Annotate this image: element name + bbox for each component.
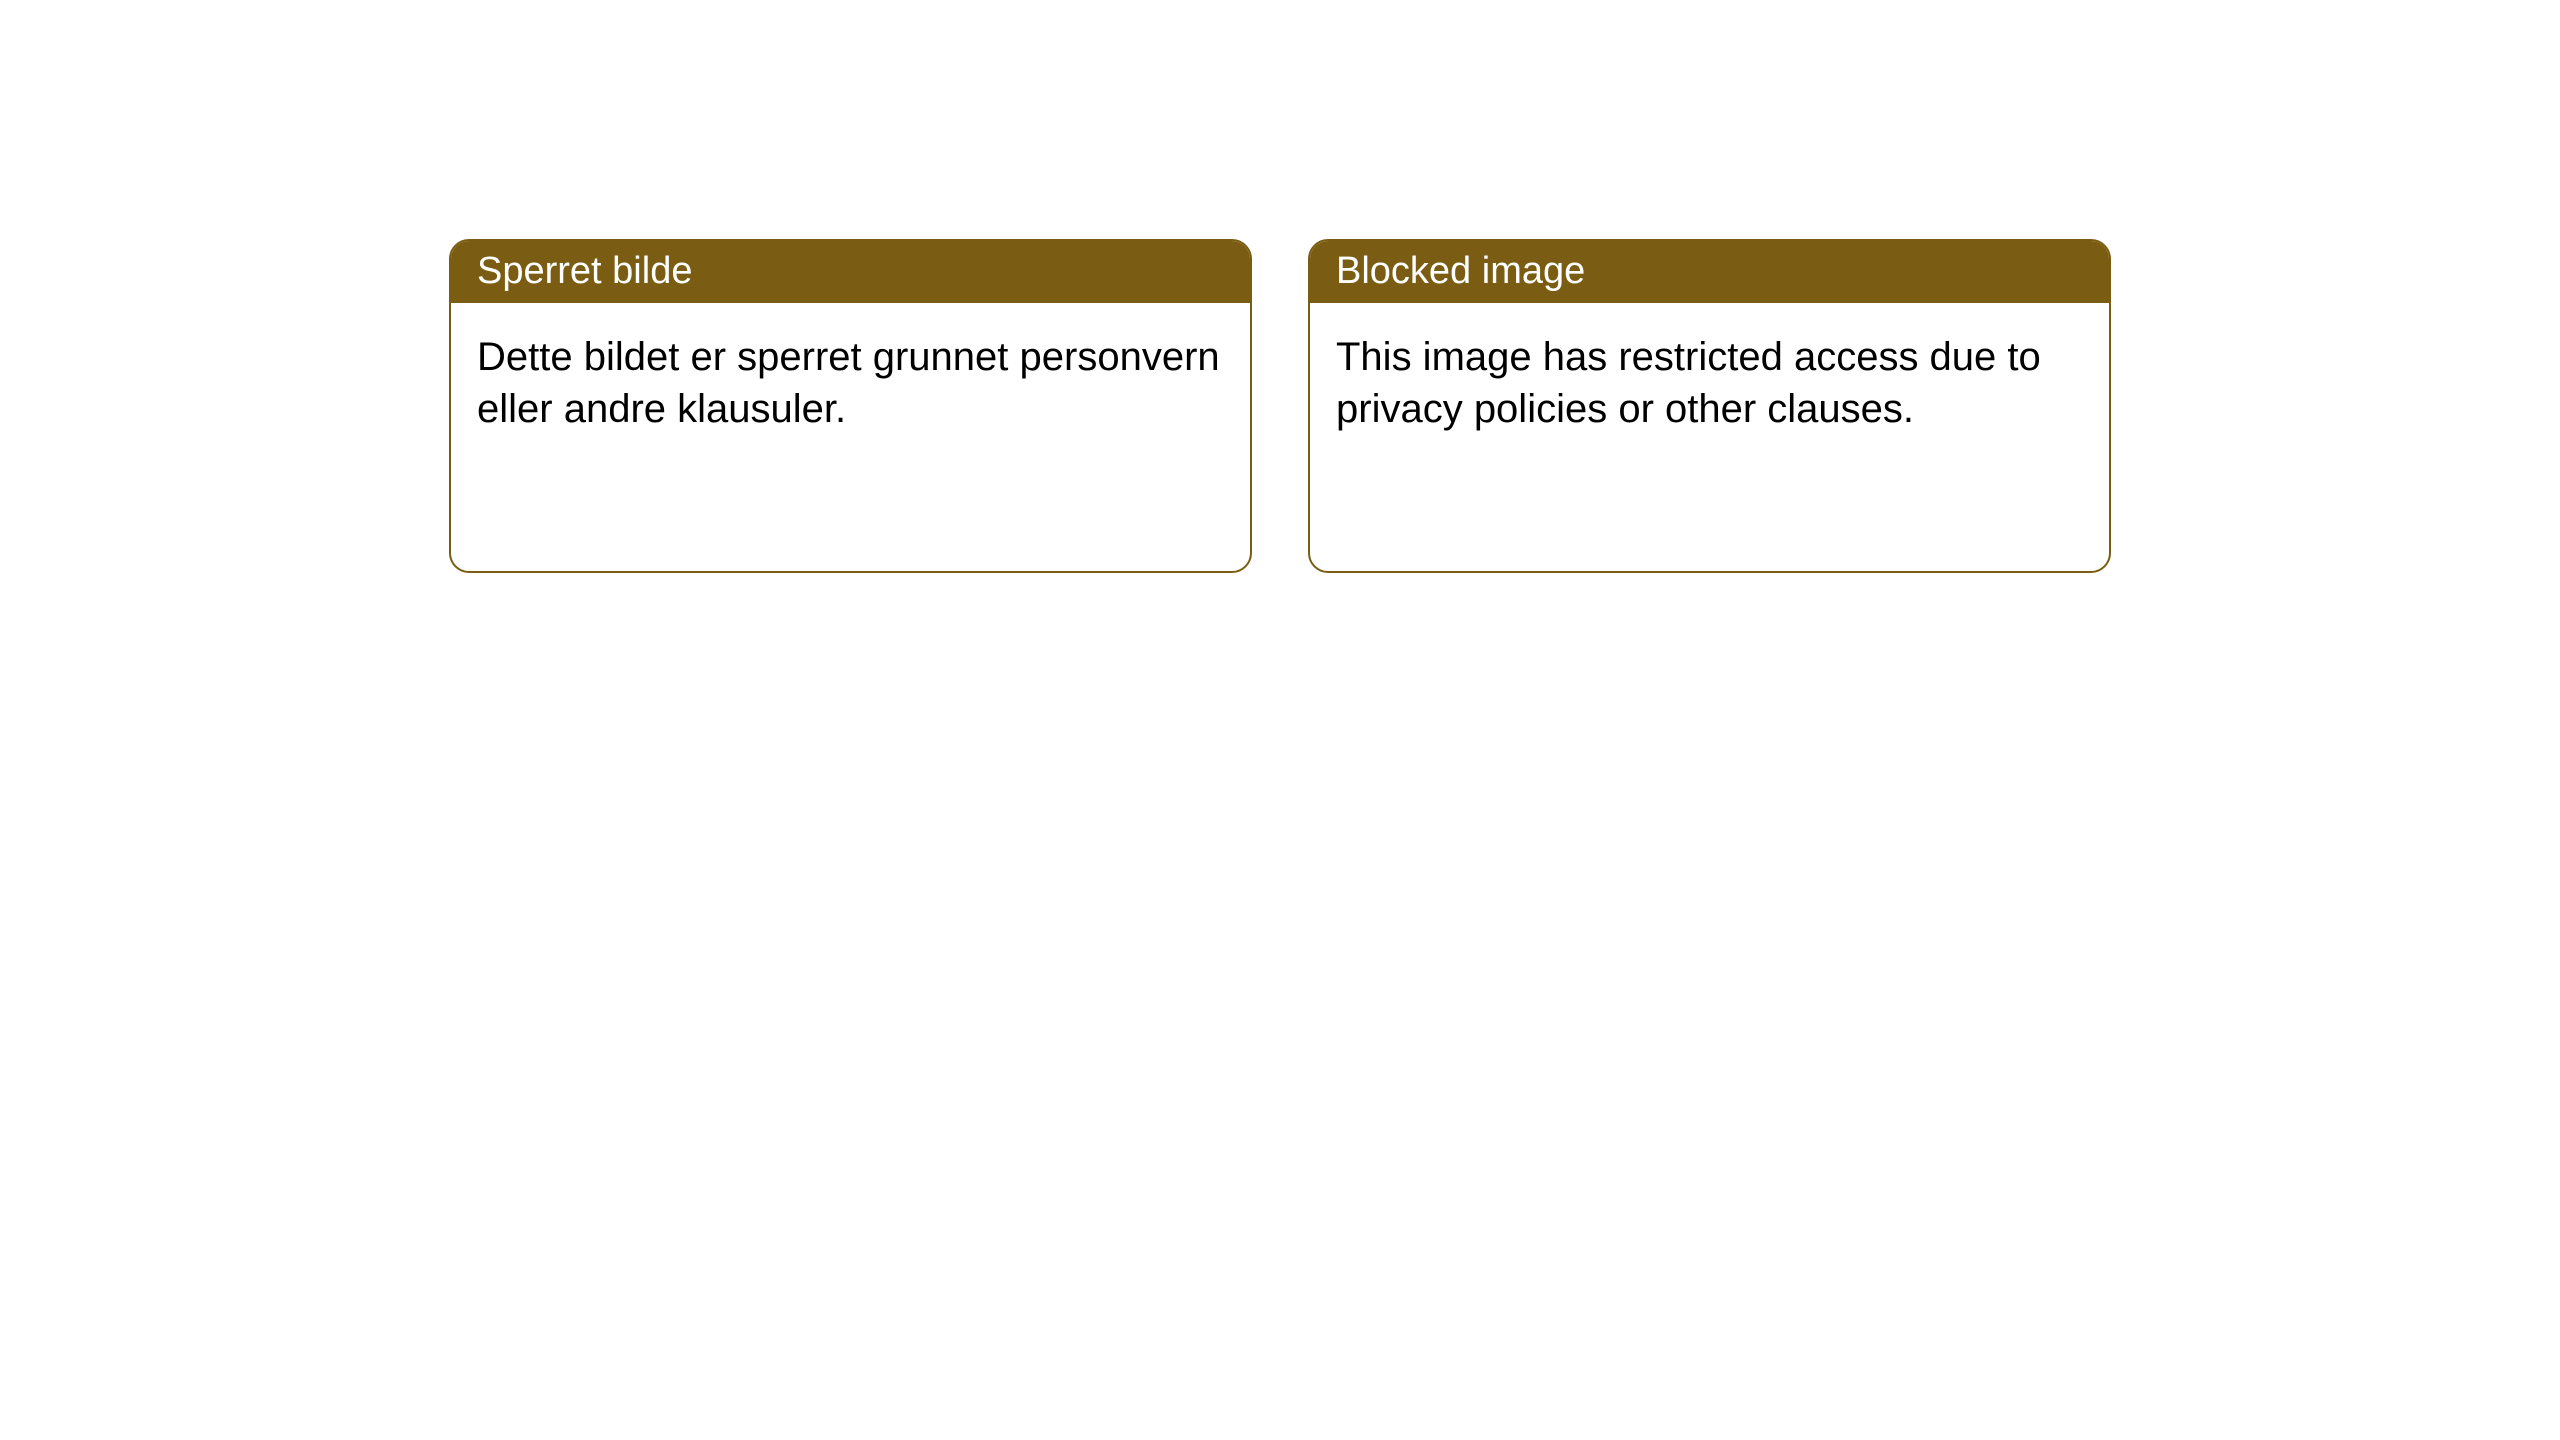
notice-card-norwegian: Sperret bilde Dette bildet er sperret gr… xyxy=(449,239,1252,573)
notice-title-english: Blocked image xyxy=(1310,241,2109,303)
notice-card-english: Blocked image This image has restricted … xyxy=(1308,239,2111,573)
notice-title-norwegian: Sperret bilde xyxy=(451,241,1250,303)
notice-body-norwegian: Dette bildet er sperret grunnet personve… xyxy=(451,303,1250,463)
notice-cards-container: Sperret bilde Dette bildet er sperret gr… xyxy=(449,239,2111,573)
notice-body-english: This image has restricted access due to … xyxy=(1310,303,2109,463)
